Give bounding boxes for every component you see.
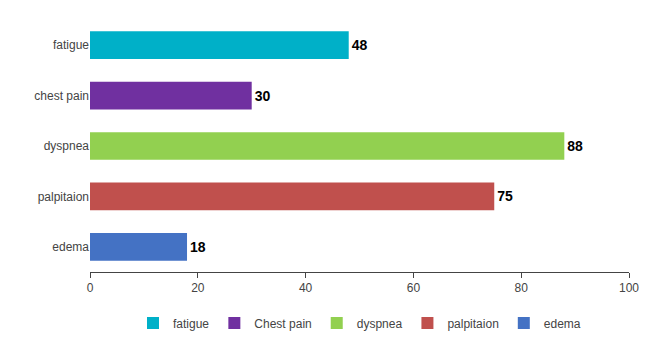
svg-text:88: 88 — [567, 138, 583, 154]
svg-text:20: 20 — [191, 281, 205, 295]
svg-text:18: 18 — [190, 239, 206, 255]
svg-text:100: 100 — [619, 281, 639, 295]
svg-text:dyspnea: dyspnea — [357, 317, 403, 331]
svg-text:40: 40 — [299, 281, 313, 295]
svg-text:palpitaion: palpitaion — [447, 317, 498, 331]
svg-text:Chest pain: Chest pain — [254, 317, 311, 331]
svg-text:30: 30 — [255, 88, 271, 104]
svg-text:48: 48 — [352, 37, 368, 53]
svg-text:edema: edema — [52, 240, 89, 254]
svg-text:fatigue: fatigue — [173, 317, 209, 331]
svg-text:80: 80 — [515, 281, 529, 295]
svg-text:75: 75 — [497, 188, 513, 204]
svg-text:chest pain: chest pain — [34, 89, 89, 103]
svg-text:fatigue: fatigue — [53, 38, 89, 52]
svg-text:60: 60 — [407, 281, 421, 295]
svg-text:palpitaion: palpitaion — [38, 190, 89, 204]
svg-text:dyspnea: dyspnea — [44, 139, 90, 153]
svg-text:0: 0 — [87, 281, 94, 295]
svg-text:edema: edema — [544, 317, 581, 331]
